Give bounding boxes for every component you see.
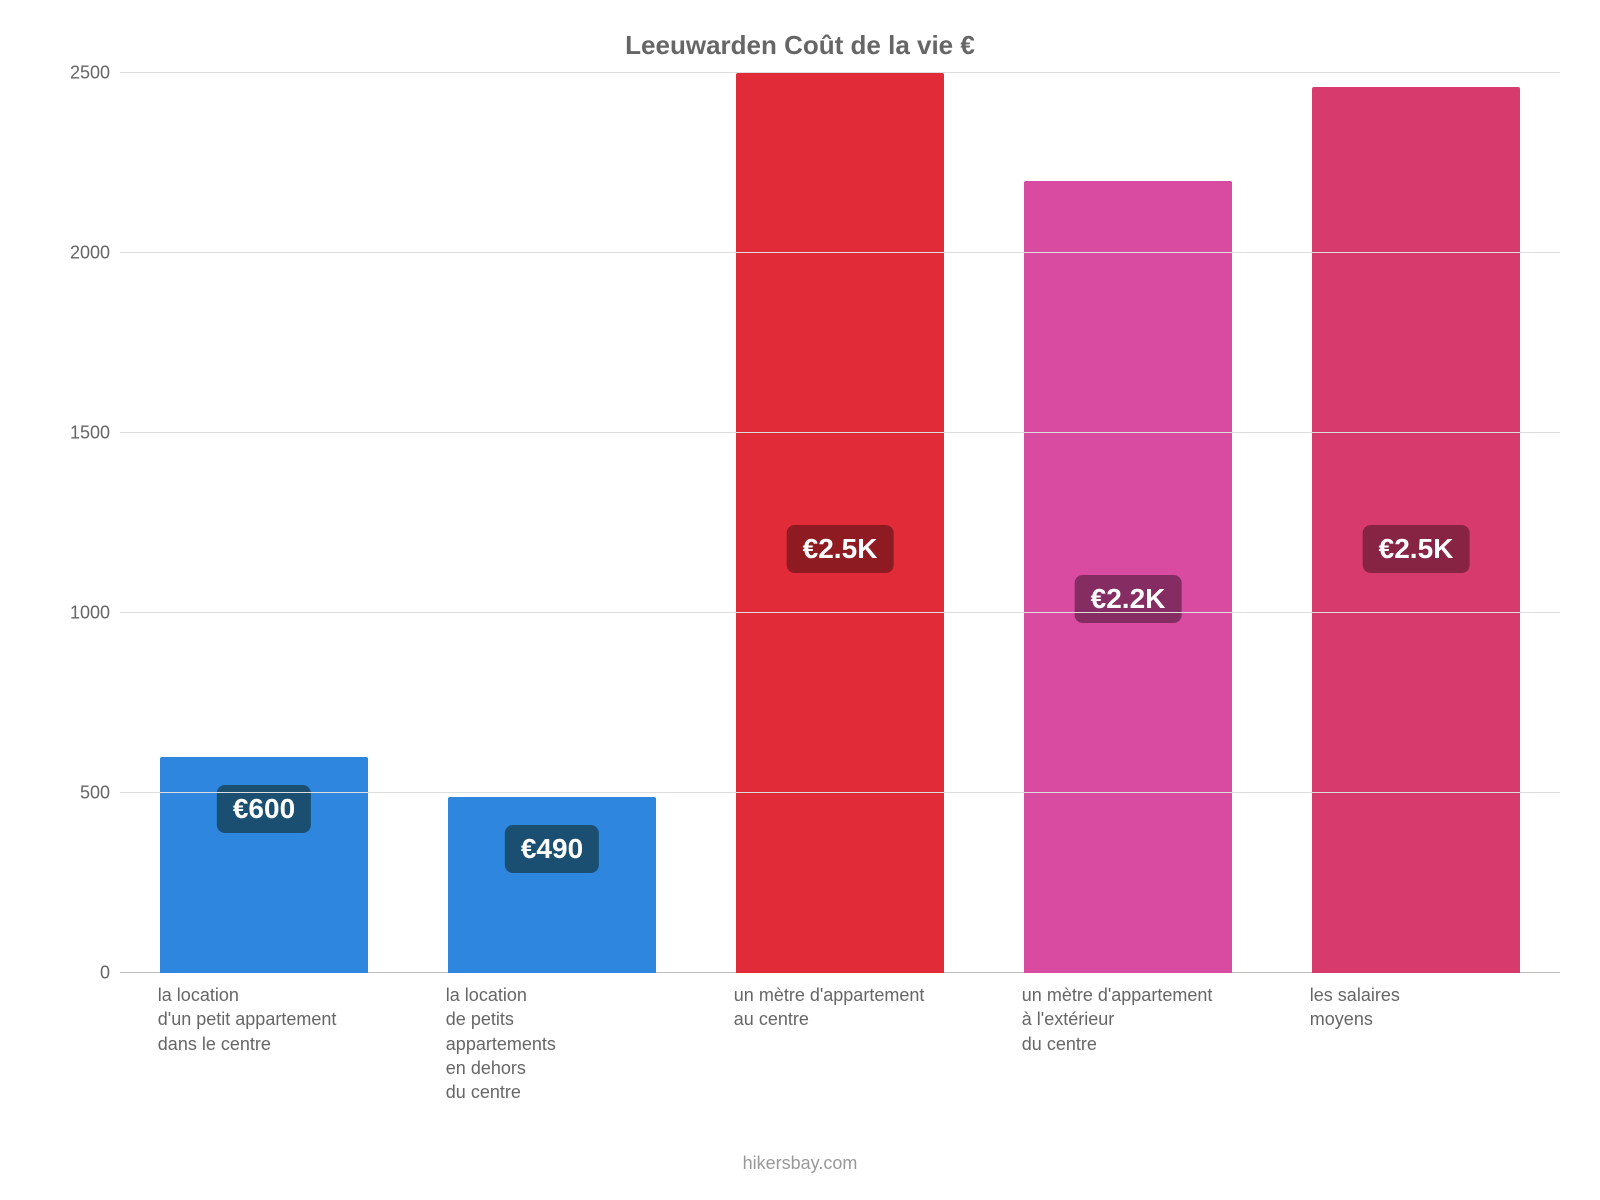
y-tick-label: 500: [80, 783, 120, 804]
y-tick-label: 2000: [70, 243, 120, 264]
bar-value-label: €2.2K: [1075, 575, 1182, 623]
gridline: [120, 432, 1560, 433]
bar-slot: €490: [408, 73, 696, 973]
y-tick-label: 1500: [70, 423, 120, 444]
x-label-slot: la location d'un petit appartement dans …: [120, 983, 408, 1104]
x-axis-labels: la location d'un petit appartement dans …: [120, 983, 1560, 1104]
gridline: [120, 612, 1560, 613]
gridline: [120, 72, 1560, 73]
bar-slot: €2.5K: [1272, 73, 1560, 973]
x-label-slot: les salaires moyens: [1272, 983, 1560, 1104]
x-label-slot: la location de petits appartements en de…: [408, 983, 696, 1104]
x-label-slot: un mètre d'appartement au centre: [696, 983, 984, 1104]
bar: [736, 73, 943, 973]
gridline: [120, 252, 1560, 253]
bar-value-label: €2.5K: [1363, 525, 1470, 573]
x-axis-label: un mètre d'appartement au centre: [696, 983, 966, 1032]
bar-value-label: €2.5K: [787, 525, 894, 573]
gridline: [120, 792, 1560, 793]
y-tick-label: 1000: [70, 603, 120, 624]
x-axis-label: la location de petits appartements en de…: [408, 983, 678, 1104]
bar-slot: €2.2K: [984, 73, 1272, 973]
bars-container: €600 €490 €2.5K €2.2K €2.5K: [120, 73, 1560, 973]
bar-slot: €2.5K: [696, 73, 984, 973]
y-tick-label: 0: [100, 963, 120, 984]
x-label-slot: un mètre d'appartement à l'extérieur du …: [984, 983, 1272, 1104]
chart-title: Leeuwarden Coût de la vie €: [40, 30, 1560, 61]
x-axis-label: les salaires moyens: [1272, 983, 1542, 1032]
bar-value-label: €490: [505, 825, 599, 873]
y-tick-label: 2500: [70, 63, 120, 84]
x-axis-label: la location d'un petit appartement dans …: [120, 983, 390, 1056]
source-attribution: hikersbay.com: [0, 1153, 1600, 1174]
bar-slot: €600: [120, 73, 408, 973]
x-axis-label: un mètre d'appartement à l'extérieur du …: [984, 983, 1254, 1056]
plot-area: €600€490€2.5K€2.2K€2.5K 0500100015002000…: [120, 73, 1560, 973]
cost-of-living-chart: Leeuwarden Coût de la vie € €600 €490 €2.5…: [0, 0, 1600, 1200]
bar: [448, 797, 655, 973]
